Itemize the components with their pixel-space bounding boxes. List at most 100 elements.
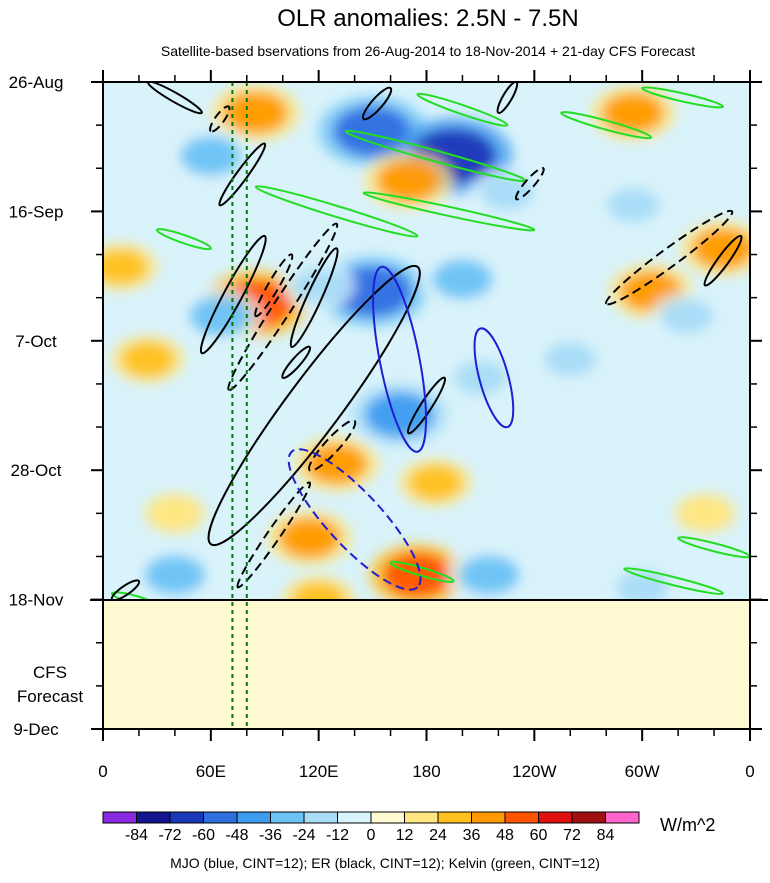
er-contour bbox=[199, 234, 267, 355]
colorbar-units: W/m^2 bbox=[660, 815, 715, 835]
x-tick-label: 0 bbox=[745, 762, 754, 781]
er-contour bbox=[308, 419, 357, 472]
colorbar-swatch bbox=[337, 811, 372, 824]
colorbar-label: 12 bbox=[396, 827, 414, 844]
colorbar-swatch bbox=[270, 811, 305, 824]
colorbar-label: 48 bbox=[496, 827, 514, 844]
colorbar-label: -36 bbox=[259, 827, 282, 844]
forecast-region bbox=[103, 600, 750, 729]
colorbar: -84 -72 -60 -48 -36 -24 -12 0 12 24 36 48 60 72 84 bbox=[102, 811, 640, 844]
colorbar-swatch bbox=[370, 811, 405, 824]
colorbar-label: -48 bbox=[225, 827, 248, 844]
colorbar-swatch bbox=[102, 811, 137, 824]
x-tick-label: 60E bbox=[196, 762, 226, 781]
anomaly-blob bbox=[180, 136, 242, 176]
kelvin-contour bbox=[362, 191, 536, 232]
reference-lines bbox=[231, 82, 248, 729]
er-contour bbox=[514, 166, 545, 201]
colorbar-swatch bbox=[504, 811, 539, 824]
chart-title: OLR anomalies: 2.5N - 7.5N bbox=[277, 5, 578, 32]
y-tick-label: 26-Aug bbox=[9, 73, 64, 92]
anomaly-blob bbox=[615, 570, 669, 600]
y-tick-label: 16-Sep bbox=[9, 202, 64, 221]
x-tick-label: 60W bbox=[625, 762, 660, 781]
axis-ticks: 0 60E 120E 180 120W 60W 0 26-Aug 16-Sep 7-Oct 28-O… bbox=[9, 70, 762, 781]
anomaly-blob bbox=[431, 259, 494, 300]
er-contour bbox=[236, 481, 312, 589]
colorbar-label: -84 bbox=[125, 827, 148, 844]
colorbar-swatch bbox=[538, 811, 573, 824]
kelvin-contour bbox=[389, 560, 455, 583]
colorbar-label: -72 bbox=[158, 827, 181, 844]
colorbar-swatch bbox=[203, 811, 238, 824]
anomaly-blob bbox=[223, 92, 288, 134]
anomaly-blob bbox=[409, 465, 462, 500]
er-contour bbox=[281, 345, 312, 380]
anomaly-blob bbox=[458, 555, 521, 595]
y-tick-label: 7-Oct bbox=[15, 332, 57, 351]
mjo-contour bbox=[287, 448, 422, 591]
forecast-label-line2: Forecast bbox=[17, 687, 83, 706]
anomaly-blob bbox=[152, 498, 198, 528]
anomaly-blob bbox=[660, 298, 714, 334]
y-tick-label: 28-Oct bbox=[10, 461, 61, 480]
chart-subtitle: Satellite-based bservations from 26-Aug-… bbox=[161, 43, 695, 59]
er-contour bbox=[254, 253, 294, 318]
colorbar-swatch bbox=[236, 811, 271, 824]
anomaly-blob bbox=[606, 187, 660, 223]
anomaly-blob bbox=[480, 175, 534, 211]
kelvin-contour bbox=[641, 86, 725, 109]
er-contour bbox=[361, 86, 393, 121]
er-contour bbox=[207, 264, 421, 547]
anomaly-blob bbox=[376, 159, 441, 202]
mjo-contour bbox=[372, 265, 427, 453]
anomaly-blob bbox=[103, 249, 148, 285]
anomaly-blob bbox=[454, 360, 507, 396]
colorbar-label: 0 bbox=[367, 827, 376, 844]
x-tick-label: 0 bbox=[98, 762, 107, 781]
er-contour bbox=[209, 105, 231, 133]
wave-contours bbox=[110, 82, 750, 600]
kelvin-contour bbox=[155, 228, 212, 251]
mjo-contour bbox=[473, 327, 515, 429]
anomaly-blob bbox=[306, 444, 368, 484]
anomaly-blob bbox=[602, 92, 664, 133]
colorbar-label: 36 bbox=[463, 827, 481, 844]
legend-caption: MJO (blue, CINT=12); ER (black, CINT=12)… bbox=[170, 855, 600, 871]
anomaly-blob bbox=[692, 228, 750, 269]
kelvin-contour bbox=[254, 185, 419, 238]
colorbar-label: 60 bbox=[530, 827, 548, 844]
y-tick-label: 9-Dec bbox=[13, 720, 59, 739]
colorbar-swatch bbox=[471, 811, 506, 824]
colorbar-swatch bbox=[303, 811, 338, 824]
anomaly-blob bbox=[292, 582, 346, 600]
colorbar-label: 24 bbox=[429, 827, 447, 844]
y-tick-label: 18-Nov bbox=[9, 591, 64, 610]
colorbar-swatch bbox=[136, 811, 171, 824]
colorbar-swatch bbox=[169, 811, 204, 824]
colorbar-swatch bbox=[571, 811, 606, 824]
anomaly-blob bbox=[584, 449, 629, 479]
x-tick-label: 120W bbox=[512, 762, 556, 781]
colorbar-label: -60 bbox=[192, 827, 215, 844]
kelvin-contour bbox=[110, 591, 158, 600]
colorbar-swatch bbox=[605, 811, 640, 824]
kelvin-contour bbox=[560, 111, 653, 140]
colorbar-swatch bbox=[404, 811, 439, 824]
x-tick-label: 120E bbox=[299, 762, 339, 781]
er-contour bbox=[146, 82, 203, 115]
forecast-label-line1: CFS bbox=[33, 663, 67, 682]
anomaly-blob bbox=[543, 342, 597, 377]
kelvin-contour bbox=[416, 92, 509, 127]
colorbar-label: 72 bbox=[563, 827, 581, 844]
er-contour bbox=[289, 247, 339, 349]
er-contour bbox=[218, 142, 267, 207]
anomaly-blob bbox=[292, 268, 346, 303]
anomaly-blob bbox=[121, 342, 175, 377]
anomaly-blob bbox=[189, 296, 251, 337]
er-contour bbox=[406, 376, 447, 435]
anomaly-blob bbox=[333, 106, 412, 157]
anomaly-blob bbox=[144, 555, 206, 595]
x-tick-label: 180 bbox=[412, 762, 440, 781]
